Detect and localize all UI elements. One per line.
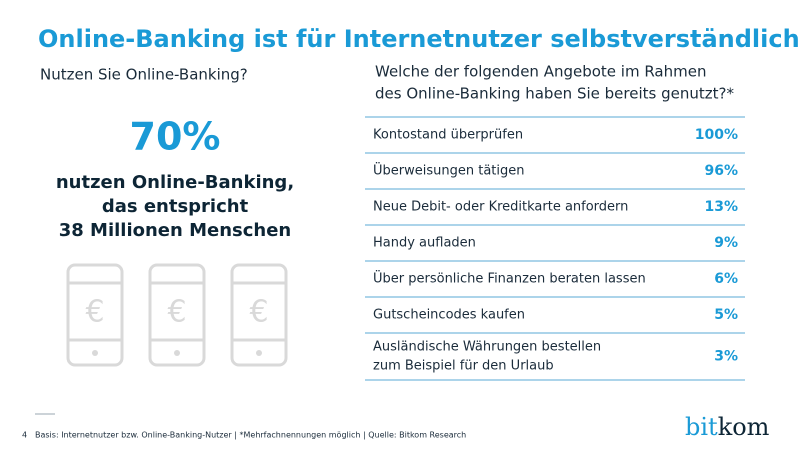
row-value: 96% bbox=[704, 163, 738, 179]
left-question: Nutzen Sie Online-Banking? bbox=[40, 66, 248, 84]
phone bbox=[66, 263, 124, 367]
row-value: 100% bbox=[695, 127, 738, 143]
row-label: Über persönliche Finanzen beraten lassen bbox=[373, 270, 646, 287]
euro-icon: € bbox=[249, 295, 268, 330]
left-text: 38 Millionen Menschen bbox=[59, 220, 292, 241]
logo-part: kom bbox=[718, 413, 770, 441]
page-number: 4 bbox=[22, 431, 27, 440]
row-value: 6% bbox=[714, 271, 738, 287]
euro-icon: € bbox=[167, 295, 186, 330]
footer-note: Basis: Internetnutzer bzw. Online-Bankin… bbox=[35, 431, 466, 440]
phone-button bbox=[174, 350, 180, 356]
row-label: Überweisungen tätigen bbox=[373, 162, 525, 179]
row-value: 3% bbox=[714, 349, 738, 365]
table: Kontostand überprüfen 100% Überweisungen t… bbox=[365, 116, 745, 381]
row-value: 5% bbox=[714, 307, 738, 323]
row-label: Kontostand überprüfen bbox=[373, 128, 523, 143]
row-label: Neue Debit- oder Kreditkarte anfordern bbox=[373, 200, 628, 215]
phone-button bbox=[92, 350, 98, 356]
left-text: nutzen Online-Banking, bbox=[56, 172, 294, 193]
row-label: Gutscheincodes kaufen bbox=[373, 308, 525, 323]
phone bbox=[148, 263, 206, 367]
phone-button bbox=[256, 350, 262, 356]
right-question: Welche der folgenden Angebote im Rahmen bbox=[375, 63, 706, 81]
right-question: des Online-Banking haben Sie bereits gen… bbox=[375, 85, 734, 103]
phone bbox=[230, 263, 288, 367]
euro-icon: € bbox=[85, 295, 104, 330]
left-text: das entspricht bbox=[102, 196, 249, 217]
phone-icons: € € € bbox=[66, 263, 288, 367]
logo-part: bit bbox=[685, 413, 718, 441]
big-value: 70% bbox=[130, 115, 221, 159]
row-label: Ausländische Währungen bestellen bbox=[373, 340, 601, 355]
logo: bitkom bbox=[685, 413, 770, 441]
row-label: Handy aufladen bbox=[373, 236, 476, 251]
row-value: 13% bbox=[704, 199, 738, 215]
title: Online-Banking ist für Internetnutzer se… bbox=[38, 25, 800, 53]
row-value: 9% bbox=[714, 235, 738, 251]
row-label: zum Beispiel für den Urlaub bbox=[373, 359, 554, 374]
